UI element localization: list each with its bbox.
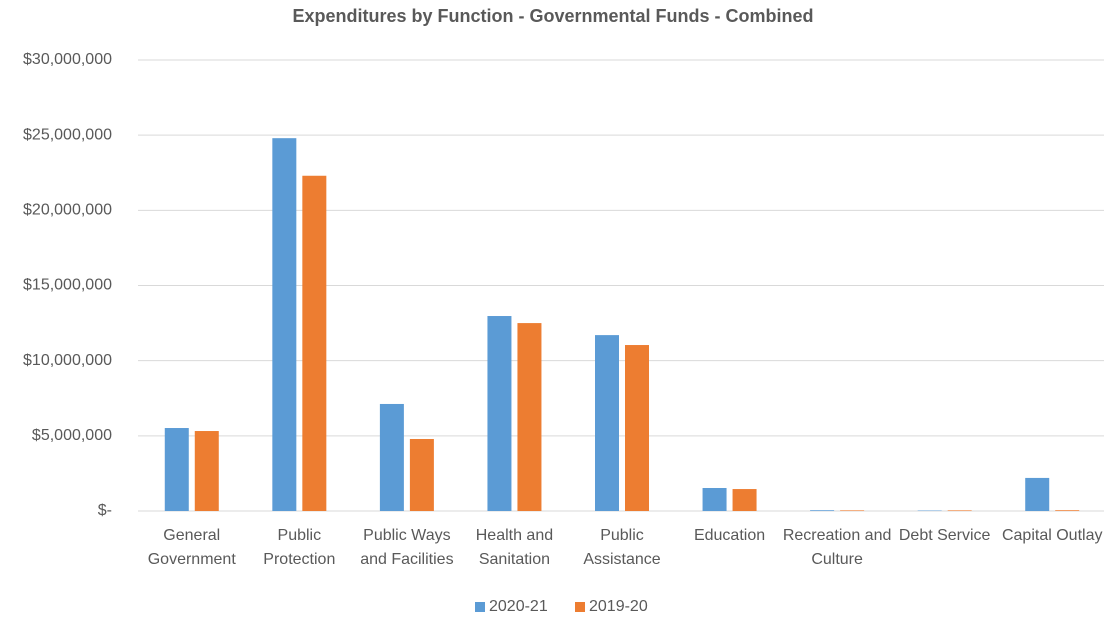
bar <box>194 431 219 511</box>
x-tick-label: Public Protection <box>263 527 336 568</box>
legend-label: 2019-20 <box>589 598 648 615</box>
y-tick-label: $5,000,000 <box>32 427 112 444</box>
legend-swatch <box>475 602 485 612</box>
bar <box>625 345 649 511</box>
y-tick-label: $- <box>98 502 112 519</box>
bar <box>517 323 542 511</box>
x-tick-label: Public Ways and Facilities <box>360 527 454 568</box>
bar <box>487 316 512 511</box>
bar <box>302 175 327 512</box>
x-tick-label: General Government <box>147 527 236 568</box>
bar <box>1025 477 1050 511</box>
bar <box>732 489 757 511</box>
bar <box>379 403 404 511</box>
bar <box>409 438 434 511</box>
x-tick-label: Debt Service <box>898 527 991 544</box>
y-tick-label: $25,000,000 <box>23 126 112 143</box>
bar <box>1055 510 1080 511</box>
legend-label: 2020-21 <box>489 598 548 615</box>
bar <box>840 510 865 511</box>
y-tick-label: $10,000,000 <box>23 352 112 369</box>
y-tick-label: $30,000,000 <box>23 51 112 68</box>
y-tick-label: $15,000,000 <box>23 277 112 294</box>
x-tick-label: Health and Sanitation <box>475 527 554 568</box>
x-tick-label: Capital Outlay <box>1001 527 1103 544</box>
x-tick-label: Recreation and Culture <box>782 527 892 568</box>
chart-title: Expenditures by Function - Governmental … <box>292 6 813 26</box>
bar <box>947 510 972 511</box>
bar <box>595 335 619 511</box>
bar <box>702 487 727 511</box>
legend-swatch <box>575 602 585 612</box>
bar <box>164 428 189 511</box>
bar <box>272 138 297 511</box>
y-tick-label: $20,000,000 <box>23 202 112 219</box>
x-tick-label: Education <box>693 527 766 544</box>
x-tick-label: Public Assistance <box>583 527 661 568</box>
bar <box>810 510 835 511</box>
